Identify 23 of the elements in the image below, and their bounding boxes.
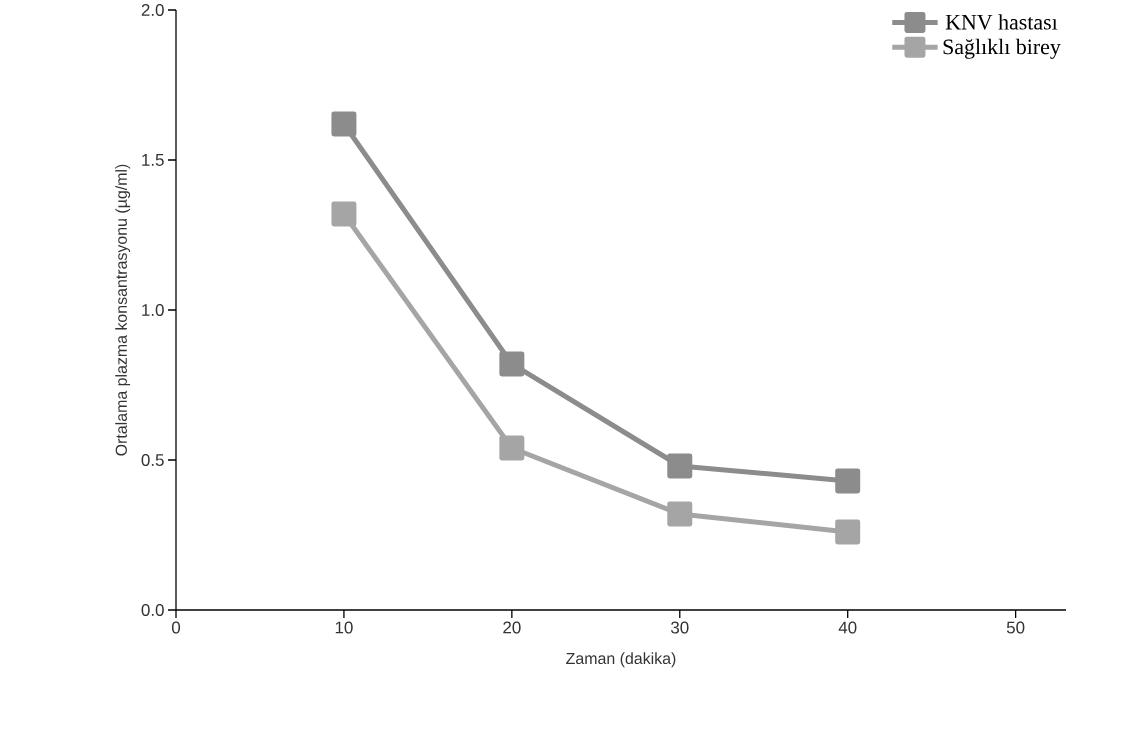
legend-label: Sağlıklı birey: [943, 38, 1061, 59]
x-tick-label: 10: [335, 621, 353, 634]
point: [499, 351, 525, 377]
y-axis-title: Ortalama plazma konsantrasyonu (µg/ml): [115, 164, 131, 456]
point: [667, 453, 693, 479]
point: [499, 435, 525, 461]
x-tick-label: 20: [503, 621, 521, 634]
y-tick-label: 0.5: [141, 454, 164, 466]
point: [835, 519, 861, 545]
x-axis-title: Zaman (dakika): [566, 652, 676, 668]
x-tick-label: 0: [171, 621, 181, 634]
point: [667, 501, 693, 527]
x-tick-label: 40: [838, 621, 857, 634]
x-tick-label: 30: [671, 621, 689, 634]
point: [331, 201, 357, 227]
point: [331, 111, 357, 137]
y-tick-label: 0.0: [141, 604, 164, 616]
y-tick-label: 1.5: [142, 154, 164, 166]
y-tick-label: 2.0: [141, 3, 164, 16]
legend-label: KNV hastası: [945, 14, 1058, 30]
point: [835, 468, 861, 494]
x-tick-label: 50: [1006, 621, 1025, 634]
y-tick-label: 1.0: [142, 304, 164, 316]
